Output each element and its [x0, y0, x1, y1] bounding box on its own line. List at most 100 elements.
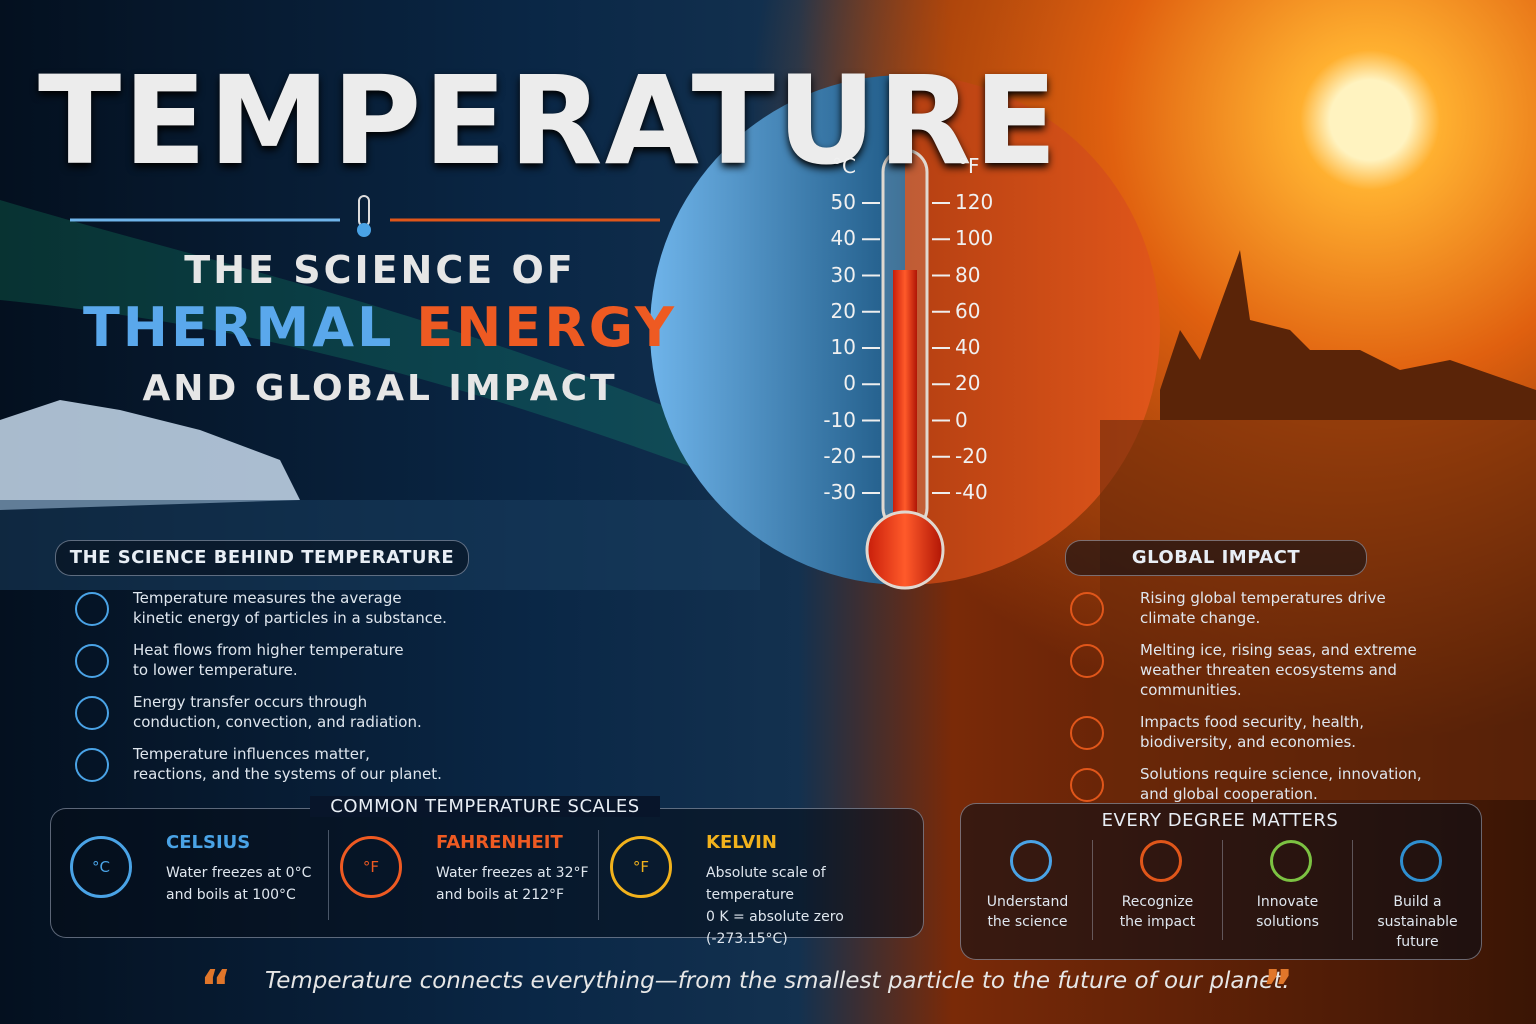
- scale-line: 0 K = absolute zero: [706, 909, 844, 925]
- aurora: [0, 200, 700, 470]
- item-icon: [1070, 768, 1104, 802]
- section-heading: EVERY DEGREE MATTERS: [1101, 810, 1339, 831]
- tick-label: -40: [955, 480, 988, 504]
- separator: [1222, 840, 1223, 940]
- item-icon: [75, 696, 109, 730]
- item-text: Heat flows from higher temperature to low…: [133, 640, 463, 680]
- item-line: communities.: [1140, 681, 1242, 699]
- thermometer-mercury: [893, 270, 917, 530]
- scale-name: CELSIUS: [166, 832, 251, 853]
- scale-name: FAHRENHEIT: [436, 832, 563, 853]
- scales-panel: [50, 808, 924, 938]
- scale-line: and boils at 100°C: [166, 887, 296, 903]
- subtitle-line: AND GLOBAL IMPACT: [142, 368, 618, 409]
- item-line: reactions, and the systems of our planet…: [133, 765, 442, 783]
- separator: [1092, 840, 1093, 940]
- matters-icon: [1400, 840, 1442, 882]
- matters-line: sustainable: [1377, 914, 1458, 930]
- tick-label: 0: [955, 407, 968, 432]
- item-line: weather threaten ecosystems and: [1140, 661, 1397, 679]
- subtitle-line: THE SCIENCE OF: [184, 248, 576, 292]
- tick-label: 60: [955, 298, 981, 323]
- cracked-ground: [1100, 420, 1536, 800]
- earth-hot: [905, 75, 1160, 585]
- matters-line: Understand: [986, 894, 1069, 910]
- item-icon: [1070, 716, 1104, 750]
- matters-icon: [1010, 840, 1052, 882]
- tick-label: 20: [955, 371, 981, 396]
- item-line: biodiversity, and economies.: [1140, 733, 1357, 751]
- item-line: Energy transfer occurs through: [133, 693, 368, 711]
- item-line: to lower temperature.: [133, 661, 298, 679]
- scale-icon: °C: [70, 836, 132, 898]
- scale-name: KELVIN: [706, 832, 777, 853]
- tick-label: 100: [955, 226, 994, 251]
- scale-line: and boils at 212°F: [436, 887, 565, 903]
- item-line: Temperature measures the average: [133, 589, 402, 607]
- matters-icon: [1270, 840, 1312, 882]
- tick-label: -30: [823, 480, 856, 504]
- item-line: Temperature influences matter,: [133, 745, 370, 763]
- tick-label: 80: [955, 262, 981, 287]
- thermometer-bulb: [865, 510, 945, 590]
- tick-label: -20: [823, 443, 856, 468]
- item-text: Rising global temperatures drive climate …: [1140, 588, 1470, 628]
- item-icon: [1070, 592, 1104, 626]
- separator: [328, 830, 329, 920]
- tick-label: 50: [830, 190, 856, 214]
- scale-icon: °F: [340, 836, 402, 898]
- scale-line: Water freezes at 0°C: [166, 865, 312, 881]
- scale-line: Water freezes at 32°F: [436, 865, 589, 881]
- item-text: Temperature influences matter, reactions,…: [133, 744, 463, 784]
- tick-label: 40: [830, 226, 856, 251]
- divider-icon-bulb: [357, 223, 371, 237]
- quote-mark: “: [200, 960, 232, 1016]
- matters-line: Recognize: [1121, 894, 1194, 910]
- section-heading: GLOBAL IMPACT: [1065, 540, 1367, 576]
- matters-panel: [960, 803, 1482, 960]
- item-line: conduction, convection, and radiation.: [133, 713, 422, 731]
- skyline: [1160, 250, 1536, 420]
- item-line: and global cooperation.: [1140, 785, 1318, 803]
- matters-line: the impact: [1119, 914, 1196, 930]
- separator: [1352, 840, 1353, 940]
- scale-text: Water freezes at 32°F and boils at 212°F: [436, 862, 616, 906]
- matters-text: Understand the science: [965, 892, 1090, 932]
- item-text: Melting ice, rising seas, and extreme wea…: [1140, 640, 1470, 700]
- earth-cold: [650, 75, 905, 585]
- unit-label: °F: [958, 154, 980, 178]
- scale-icon: °F: [610, 836, 672, 898]
- quote-mark: ”: [1262, 960, 1294, 1016]
- item-text: Temperature measures the average kinetic …: [133, 588, 463, 628]
- divider-icon: [358, 195, 370, 227]
- matters-text: Recognize the impact: [1095, 892, 1220, 932]
- item-icon: [75, 748, 109, 782]
- title: TEMPERATURE: [38, 50, 1060, 192]
- separator: [598, 830, 599, 920]
- item-line: Solutions require science, innovation,: [1140, 765, 1422, 783]
- item-icon: [75, 644, 109, 678]
- scale-line: Absolute scale of temperature: [706, 865, 826, 903]
- tick-label: 10: [830, 335, 856, 359]
- item-line: Rising global temperatures drive: [1140, 589, 1386, 607]
- item-text: Impacts food security, health, biodiversi…: [1140, 712, 1470, 752]
- item-line: Impacts food security, health,: [1140, 713, 1365, 731]
- item-text: Energy transfer occurs through conduction…: [133, 692, 463, 732]
- item-line: climate change.: [1140, 609, 1261, 627]
- subtitle-highlight: THERMAL ENERGY: [60, 296, 700, 359]
- item-line: Melting ice, rising seas, and extreme: [1140, 641, 1417, 659]
- matters-text: Build a sustainable future: [1355, 892, 1480, 952]
- tick-label: -20: [955, 443, 988, 468]
- matters-line: the science: [987, 914, 1068, 930]
- matters-line: Build a: [1393, 894, 1442, 910]
- section-heading: THE SCIENCE BEHIND TEMPERATURE: [55, 540, 469, 576]
- matters-line: future: [1396, 934, 1439, 950]
- subtitle-warm: ENERGY: [416, 296, 678, 359]
- tick-label: 0: [843, 371, 856, 396]
- subtitle-cool: THERMAL: [82, 296, 395, 359]
- matters-icon: [1140, 840, 1182, 882]
- tick-label: 40: [955, 335, 981, 359]
- item-icon: [75, 592, 109, 626]
